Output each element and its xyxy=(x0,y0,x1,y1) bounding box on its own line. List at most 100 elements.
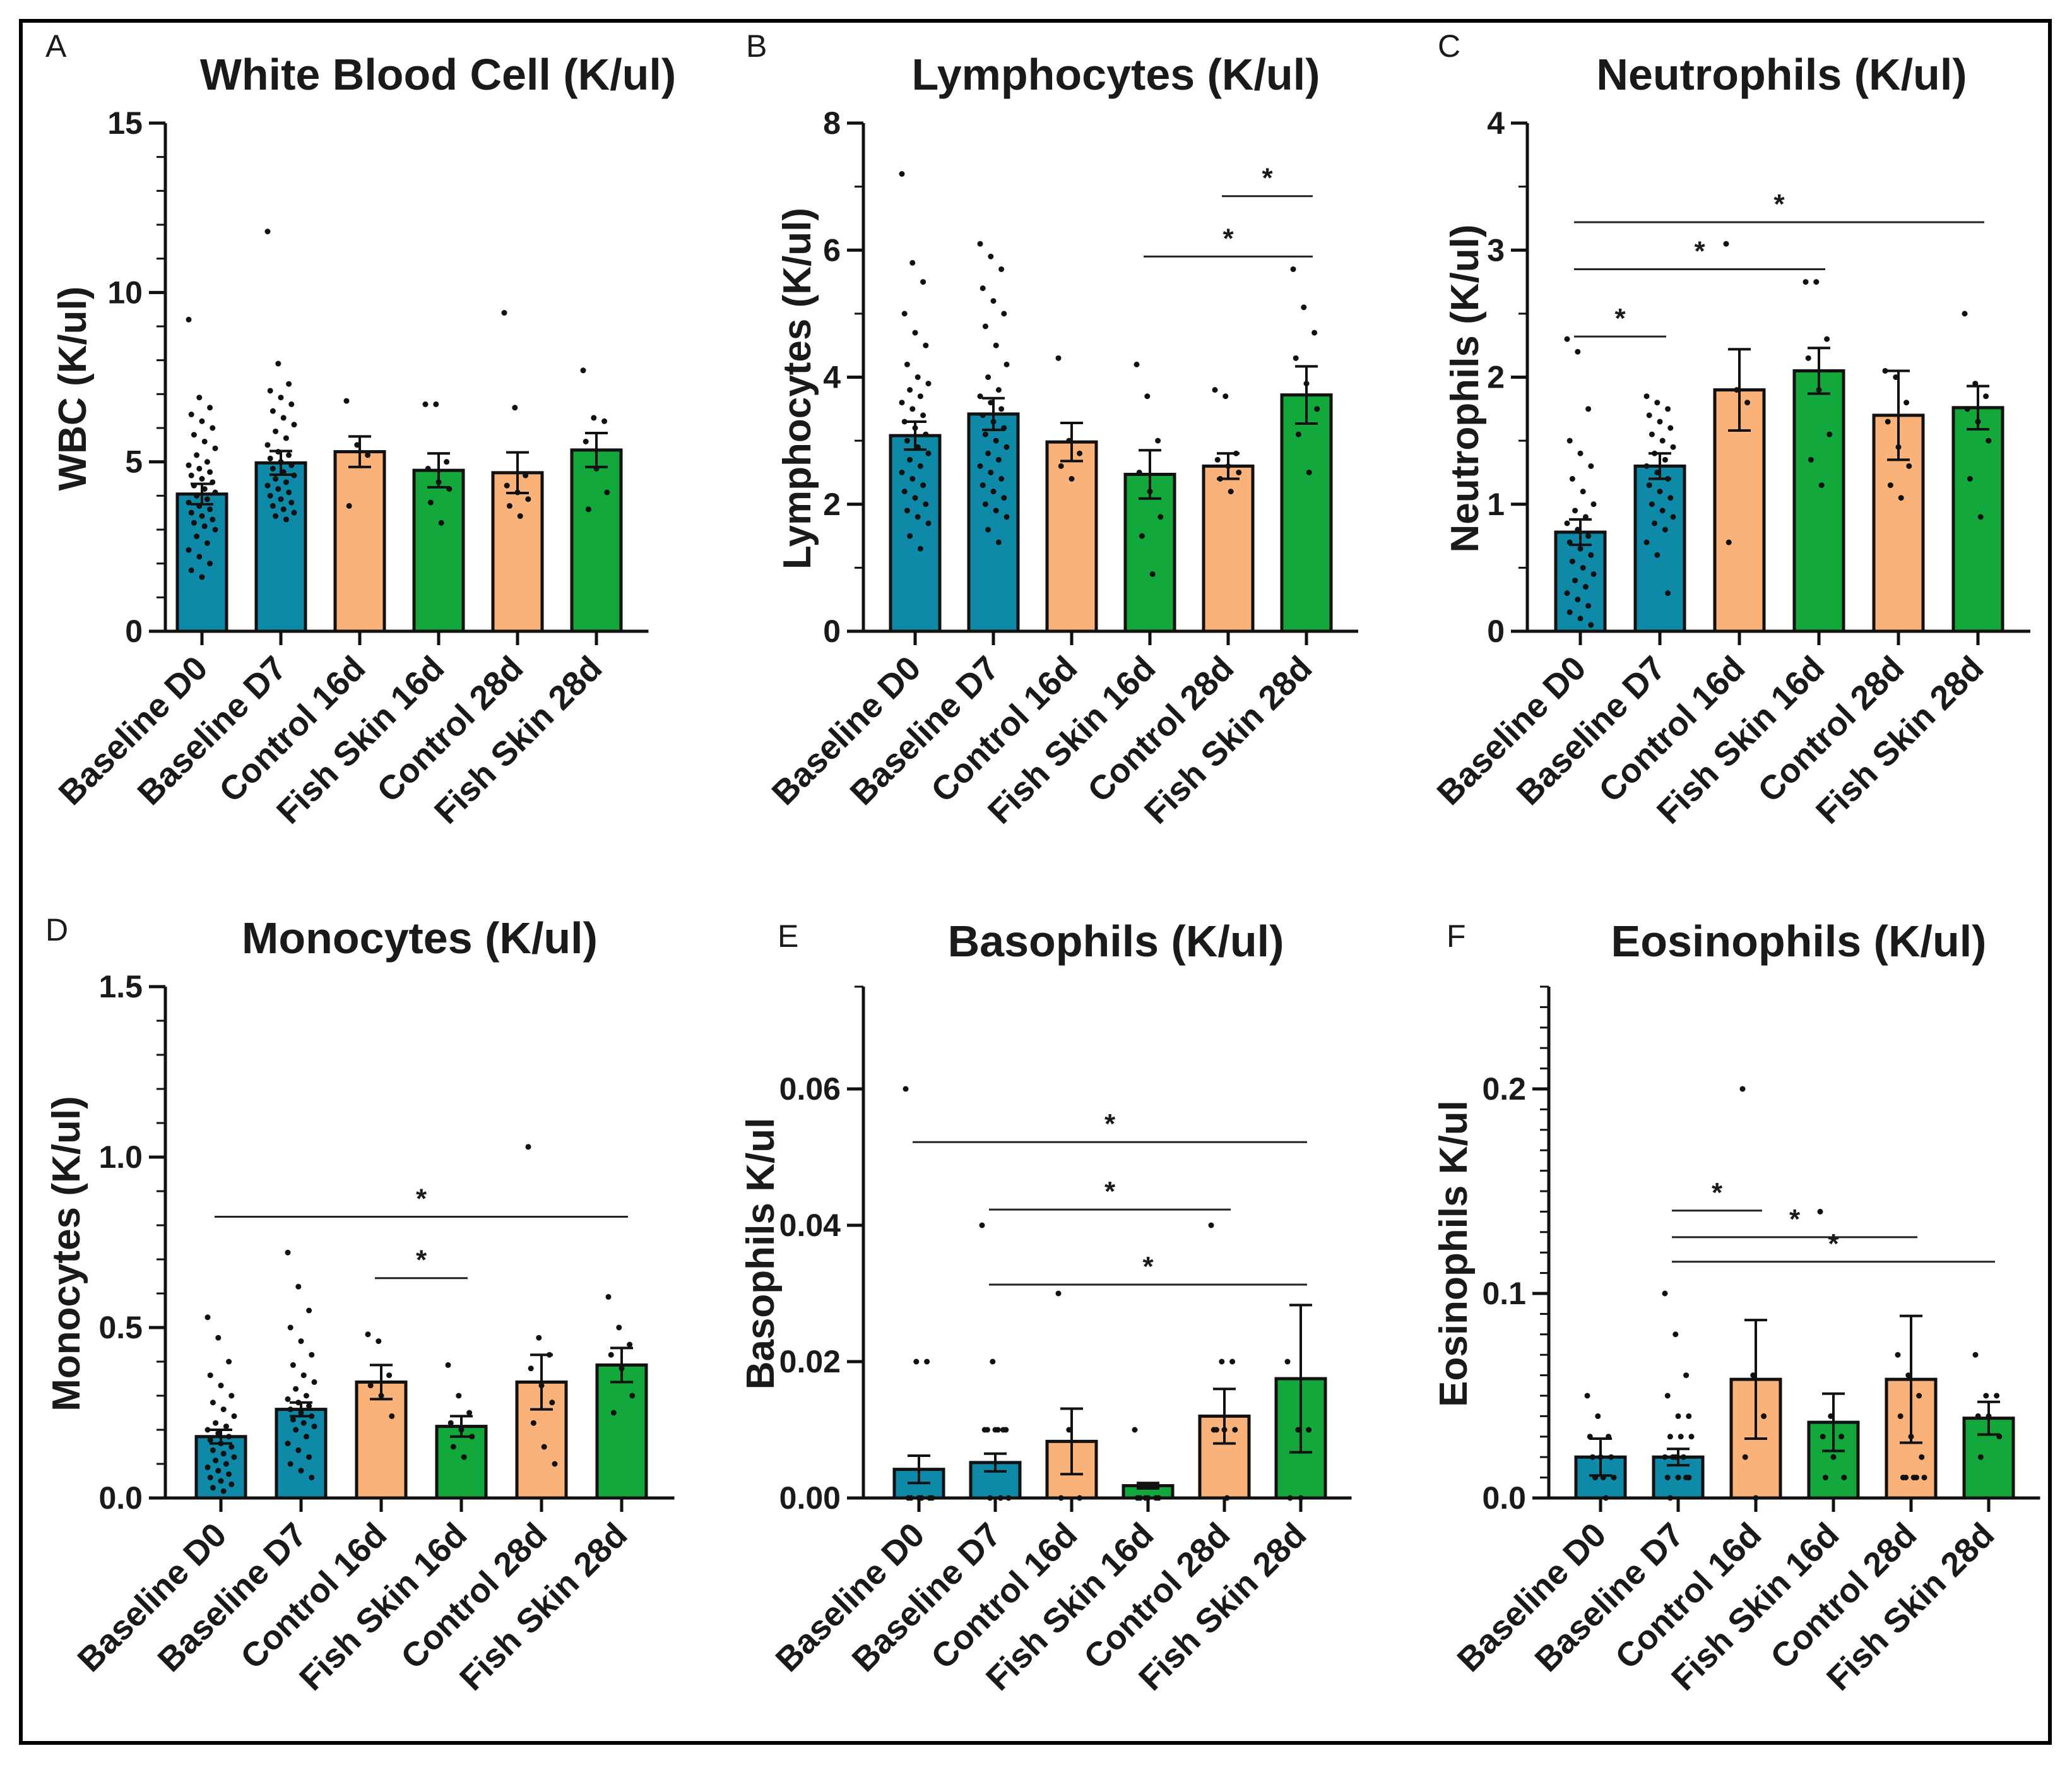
data-point xyxy=(273,513,279,520)
data-point xyxy=(1058,463,1064,469)
data-point xyxy=(210,1485,216,1491)
data-point xyxy=(210,425,216,431)
data-point xyxy=(1301,304,1307,311)
data-point xyxy=(215,1468,222,1474)
data-point xyxy=(1136,469,1142,475)
data-point xyxy=(1723,241,1729,247)
y-tick-label: 3 xyxy=(1487,232,1505,268)
data-point xyxy=(438,520,444,526)
data-point xyxy=(993,508,999,514)
data-point xyxy=(1841,1475,1847,1481)
data-point xyxy=(194,533,200,540)
data-point xyxy=(194,492,200,499)
data-point xyxy=(1566,609,1573,615)
data-point xyxy=(1675,1413,1681,1419)
data-point xyxy=(196,465,203,472)
data-point xyxy=(450,1444,456,1450)
data-point xyxy=(306,1403,312,1409)
data-point xyxy=(285,1441,291,1447)
data-point xyxy=(923,431,929,437)
data-point xyxy=(1898,495,1904,501)
bar-2 xyxy=(275,1408,328,1500)
data-point xyxy=(311,1379,317,1385)
chart-panel-b: B Lymphocytes (K/ul) Lymphocytes (K/ul) 0 2 4… xyxy=(746,28,1358,831)
data-point xyxy=(610,1410,617,1416)
data-point xyxy=(909,476,916,482)
y-tick-label: 0 xyxy=(125,614,143,649)
significance-star: * xyxy=(1694,235,1705,266)
data-point xyxy=(920,412,926,419)
data-point xyxy=(1585,533,1592,539)
data-point xyxy=(980,482,986,489)
data-point xyxy=(1569,558,1575,564)
data-point xyxy=(1564,590,1570,597)
data-point xyxy=(604,489,610,496)
data-point xyxy=(580,367,586,374)
data-point xyxy=(917,393,923,400)
y-tick-label: 0.04 xyxy=(779,1208,841,1243)
y-axis-label: Monocytes (K/ul) xyxy=(45,1096,88,1411)
data-point xyxy=(982,431,988,437)
data-point xyxy=(1577,450,1584,456)
chart-panel-e: E Basophils (K/ul) Basophils K/ul 0.00 0.02 0… xyxy=(739,917,1352,1698)
bar-3 xyxy=(1045,440,1098,633)
data-point xyxy=(1001,495,1007,501)
data-point xyxy=(291,509,297,516)
bar-1 xyxy=(889,434,942,633)
data-point xyxy=(990,489,997,495)
data-point xyxy=(287,1324,293,1331)
data-point xyxy=(918,1495,925,1501)
data-point xyxy=(1003,361,1010,367)
y-tick-label: 0.2 xyxy=(1482,1071,1526,1107)
y-tick-label: 0 xyxy=(823,614,841,649)
data-point xyxy=(909,259,916,266)
data-point xyxy=(977,393,983,400)
data-point xyxy=(447,1420,454,1426)
data-point xyxy=(601,418,608,424)
data-point xyxy=(207,1475,213,1481)
data-point xyxy=(1680,1454,1686,1460)
data-point xyxy=(1667,1434,1673,1440)
data-point xyxy=(1664,1475,1671,1481)
data-point xyxy=(984,1427,990,1433)
data-point xyxy=(275,486,281,492)
data-point xyxy=(1662,1454,1668,1460)
data-point xyxy=(213,1420,219,1426)
data-point xyxy=(995,539,1002,545)
chart-panel-c: C Neutrophils (K/ul) Neutrophils (K/ul) 0 1 2… xyxy=(1430,28,2030,831)
data-point xyxy=(1590,571,1597,577)
data-point xyxy=(1664,1393,1671,1399)
data-point xyxy=(191,520,197,526)
data-point xyxy=(201,523,208,530)
data-point xyxy=(1983,393,1989,400)
data-point xyxy=(506,502,512,509)
data-point xyxy=(988,253,994,259)
data-point xyxy=(912,330,918,336)
data-point xyxy=(1564,336,1570,342)
panel-letter: B xyxy=(746,28,767,64)
data-point xyxy=(188,509,194,516)
data-point xyxy=(1003,514,1010,520)
data-point xyxy=(212,526,218,533)
data-point xyxy=(1290,266,1296,272)
data-point xyxy=(288,499,295,506)
data-point xyxy=(1678,1434,1684,1440)
data-point xyxy=(1055,355,1062,361)
data-point xyxy=(523,472,529,478)
data-point xyxy=(585,506,591,513)
data-point xyxy=(923,342,929,348)
data-point xyxy=(306,1307,312,1314)
data-point xyxy=(286,452,292,458)
data-point xyxy=(1589,1454,1595,1460)
data-point xyxy=(1055,1290,1062,1297)
bar-2 xyxy=(967,412,1020,633)
data-point xyxy=(907,456,913,463)
bar-6 xyxy=(1280,393,1333,633)
data-point xyxy=(1688,1434,1695,1440)
data-point xyxy=(552,1461,558,1467)
data-point xyxy=(445,1362,451,1368)
y-tick-label: 10 xyxy=(107,275,143,310)
data-point xyxy=(1145,1495,1151,1501)
data-point xyxy=(1224,1495,1230,1501)
data-point xyxy=(1569,476,1575,482)
